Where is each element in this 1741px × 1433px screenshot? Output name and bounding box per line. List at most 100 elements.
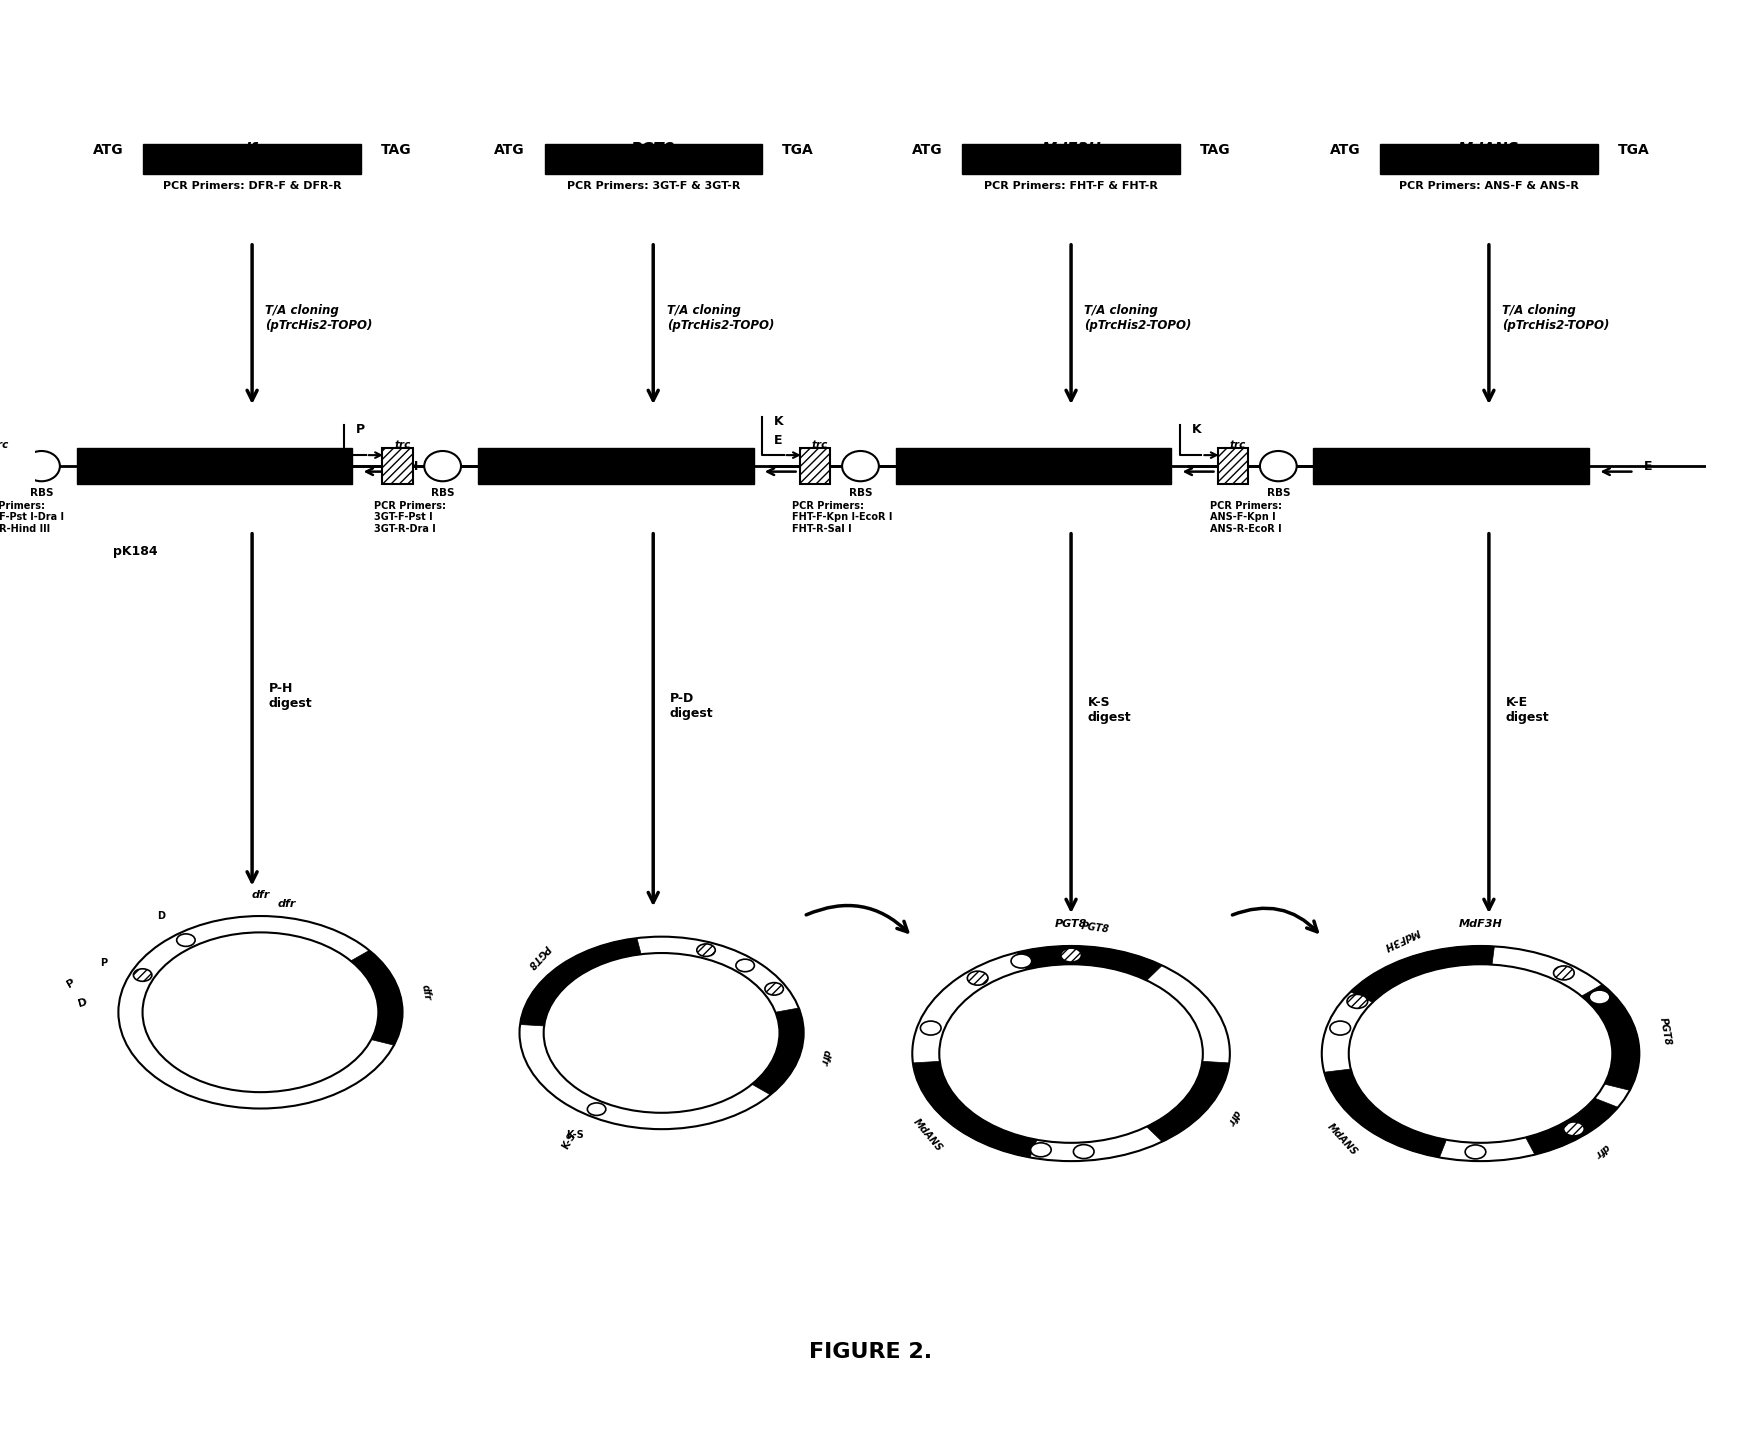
Text: P: P: [357, 423, 366, 436]
Ellipse shape: [736, 959, 754, 972]
Ellipse shape: [1330, 1022, 1351, 1035]
Ellipse shape: [921, 1022, 942, 1035]
Text: MdANS: MdANS: [1424, 459, 1480, 473]
Text: ATG: ATG: [912, 143, 942, 156]
Bar: [1313, 449, 1590, 484]
Polygon shape: [912, 1062, 1038, 1158]
Text: PCR Primers: ANS-F & ANS-R: PCR Primers: ANS-F & ANS-R: [1400, 182, 1579, 192]
Ellipse shape: [1031, 1144, 1052, 1156]
Text: pDGF184: pDGF184: [1032, 1046, 1111, 1060]
Text: K: K: [773, 414, 783, 427]
Ellipse shape: [764, 983, 783, 995]
Text: ATG: ATG: [1330, 143, 1360, 156]
Text: P-D
digest: P-D digest: [670, 692, 714, 721]
Text: pDG184: pDG184: [629, 1026, 695, 1040]
Ellipse shape: [134, 969, 151, 982]
Text: K-S: K-S: [566, 1129, 583, 1139]
Ellipse shape: [1060, 949, 1081, 962]
Text: T/A cloning
(pTrcHis2-TOPO): T/A cloning (pTrcHis2-TOPO): [667, 304, 775, 331]
Ellipse shape: [587, 1103, 606, 1115]
Text: trc: trc: [811, 440, 829, 450]
Polygon shape: [1351, 946, 1494, 1002]
Text: TAG: TAG: [1200, 143, 1231, 156]
Text: T/A cloning
(pTrcHis2-TOPO): T/A cloning (pTrcHis2-TOPO): [1502, 304, 1610, 331]
Text: PCR Primers:
DFR-F-Pst I-Dra I
DFR-R-Hind III: PCR Primers: DFR-F-Pst I-Dra I DFR-R-Hin…: [0, 500, 64, 533]
Ellipse shape: [1321, 946, 1640, 1161]
Text: MdANS: MdANS: [1459, 142, 1520, 156]
Text: MdF3H: MdF3H: [1041, 142, 1100, 156]
Bar: [1219, 449, 1248, 484]
Text: RBS: RBS: [848, 489, 872, 499]
Circle shape: [23, 451, 59, 481]
Text: PGT8: PGT8: [1081, 921, 1111, 934]
Polygon shape: [752, 1007, 804, 1095]
Text: PGT8: PGT8: [524, 943, 552, 970]
Text: PCR Primers:
3GT-F-Pst I
3GT-R-Dra I: PCR Primers: 3GT-F-Pst I 3GT-R-Dra I: [374, 500, 446, 533]
Text: PCR Primers:
ANS-F-Kpn I
ANS-R-EcoR I: PCR Primers: ANS-F-Kpn I ANS-R-EcoR I: [1210, 500, 1281, 533]
Text: PGT8: PGT8: [630, 142, 676, 156]
Ellipse shape: [118, 916, 402, 1109]
Text: K-S: K-S: [561, 1131, 578, 1152]
Polygon shape: [521, 939, 641, 1026]
Text: PCR Primers: 3GT-F & 3GT-R: PCR Primers: 3GT-F & 3GT-R: [566, 182, 740, 192]
Polygon shape: [1325, 1069, 1447, 1158]
Ellipse shape: [940, 964, 1203, 1144]
Ellipse shape: [143, 933, 378, 1092]
Text: RBS: RBS: [30, 489, 54, 499]
Text: dfr: dfr: [420, 984, 432, 1002]
Text: dfr: dfr: [240, 142, 265, 156]
Text: pDGFA184: pDGFA184: [1436, 1046, 1525, 1060]
Polygon shape: [1525, 1098, 1617, 1155]
Ellipse shape: [1590, 990, 1610, 1005]
Text: dfr: dfr: [818, 1049, 832, 1066]
Circle shape: [1260, 451, 1297, 481]
Text: H: H: [407, 460, 418, 473]
Text: FIGURE 2.: FIGURE 2.: [810, 1343, 931, 1361]
Text: PCR Primers: FHT-F & FHT-R: PCR Primers: FHT-F & FHT-R: [984, 182, 1158, 192]
Text: PCR Primers:
FHT-F-Kpn I-EcoR I
FHT-R-Sal I: PCR Primers: FHT-F-Kpn I-EcoR I FHT-R-Sa…: [792, 500, 893, 533]
Text: MdF3H: MdF3H: [1459, 920, 1502, 930]
Text: pK184: pK184: [113, 545, 157, 557]
Text: E: E: [775, 434, 783, 447]
Text: MdF3H: MdF3H: [1006, 459, 1060, 473]
Bar: [477, 449, 754, 484]
Bar: [1381, 145, 1598, 175]
Text: PGT8: PGT8: [595, 459, 635, 473]
Text: T/A cloning
(pTrcHis2-TOPO): T/A cloning (pTrcHis2-TOPO): [265, 304, 373, 331]
Bar: [545, 145, 763, 175]
Text: TGA: TGA: [1617, 143, 1649, 156]
Text: S: S: [1226, 460, 1236, 473]
Text: dfr: dfr: [204, 459, 226, 473]
Text: MdF3H: MdF3H: [1382, 926, 1421, 952]
Bar: [77, 449, 352, 484]
Text: D: D: [157, 911, 165, 921]
Ellipse shape: [912, 946, 1229, 1161]
Ellipse shape: [1553, 966, 1574, 980]
Ellipse shape: [1349, 964, 1612, 1144]
Text: RBS: RBS: [430, 489, 454, 499]
Ellipse shape: [1074, 1145, 1093, 1159]
Polygon shape: [350, 950, 402, 1045]
Ellipse shape: [968, 972, 987, 984]
Ellipse shape: [696, 944, 716, 956]
Text: P: P: [64, 977, 77, 990]
Text: RBS: RBS: [1266, 489, 1290, 499]
Circle shape: [425, 451, 461, 481]
Text: trc: trc: [0, 440, 9, 450]
Text: MdANS: MdANS: [911, 1116, 944, 1154]
Text: dfr: dfr: [251, 890, 270, 900]
Text: D: D: [77, 996, 89, 1009]
Text: P: P: [99, 957, 106, 967]
Text: K-S
digest: K-S digest: [1088, 695, 1132, 724]
Polygon shape: [1147, 1062, 1229, 1142]
Text: dfr: dfr: [1591, 1142, 1610, 1159]
Text: T/A cloning
(pTrcHis2-TOPO): T/A cloning (pTrcHis2-TOPO): [1085, 304, 1193, 331]
Text: ATG: ATG: [494, 143, 524, 156]
Text: TAG: TAG: [381, 143, 411, 156]
Text: TGA: TGA: [782, 143, 813, 156]
Text: ATG: ATG: [92, 143, 124, 156]
Bar: [801, 449, 830, 484]
Text: E: E: [1644, 460, 1652, 473]
Text: dfr: dfr: [1226, 1108, 1241, 1126]
Polygon shape: [1581, 984, 1640, 1091]
